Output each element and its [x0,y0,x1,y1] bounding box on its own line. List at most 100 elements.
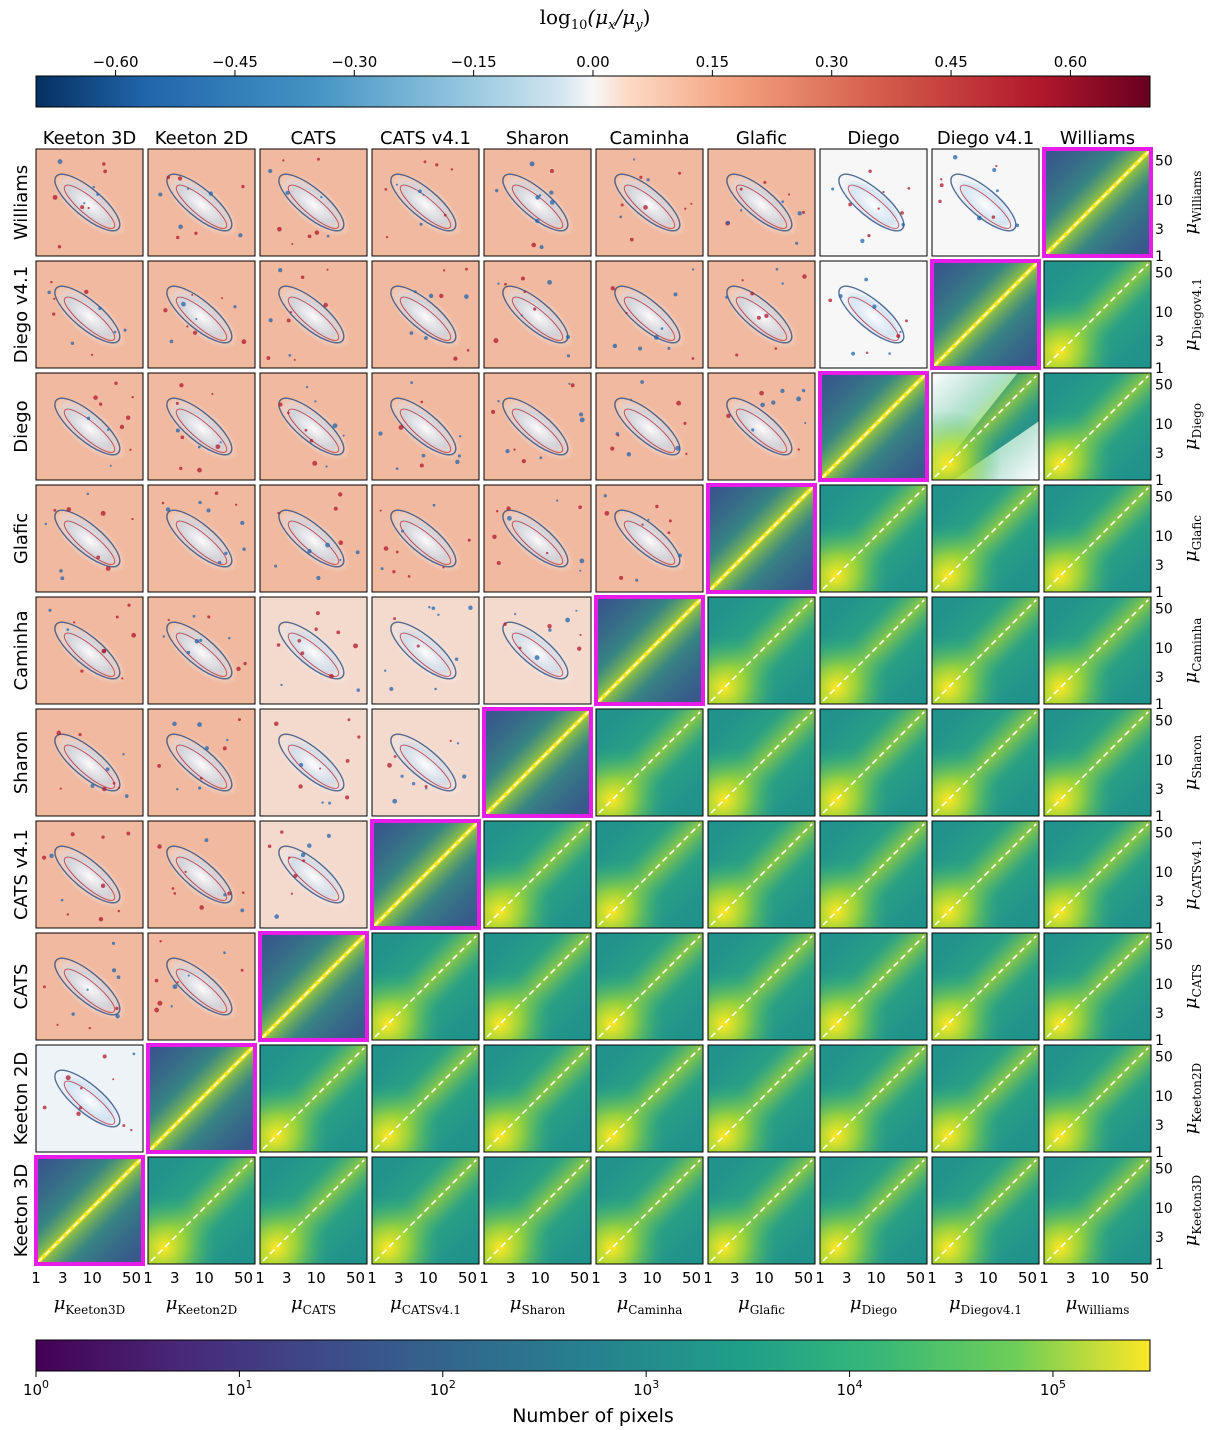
panel [595,260,704,369]
speckle [457,454,461,458]
speckle [109,464,112,467]
critical-curve [54,285,121,344]
bottom-colorbar-tick-label: 102 [430,1378,456,1399]
speckle [640,380,644,384]
panel-frame [707,708,816,817]
speckle [103,169,107,174]
speckle [907,186,911,190]
speckle [297,638,302,643]
speckle [199,638,203,642]
bottom-tick-label: 10 [1091,1269,1110,1287]
caustic-curve [287,296,340,341]
right-tick-label: 3 [1155,894,1164,910]
speckle [57,159,63,164]
speckle [491,409,496,415]
one-to-one-line [486,823,589,926]
right-axis-mu-label: μCATS [1180,964,1204,1009]
panel [819,484,928,593]
panel-frame [483,372,592,481]
speckle [119,424,125,430]
speckle [127,603,131,607]
right-tick-label: 10 [1155,529,1173,545]
speckle [901,222,905,227]
speckle [240,520,245,526]
critical-curve [614,509,681,568]
speckle [274,564,278,568]
speckle [771,400,776,405]
right-tick-label: 1 [1155,585,1164,601]
speckle [888,352,891,355]
panel [35,1044,144,1153]
speckle [518,646,522,650]
panel [147,932,256,1041]
speckle [641,523,644,526]
panel-frame [259,596,368,705]
speckle [676,400,682,406]
speckle [1015,223,1020,228]
speckle [129,448,132,451]
speckle [293,358,296,361]
speckle [198,500,202,505]
panel [819,1156,928,1265]
panel-frame [707,596,816,705]
speckle [48,608,52,612]
bottom-tick-label: 50 [906,1269,925,1287]
speckle [691,268,695,271]
speckle [579,633,582,636]
speckle [432,503,436,507]
speckle [497,399,500,403]
panel-frame [931,372,1040,481]
speckle [780,388,785,394]
panel [483,1156,592,1265]
critical-curve [502,173,569,232]
speckle [529,161,535,167]
panel-frame [259,148,368,257]
one-to-one-line [822,599,925,702]
speckle [385,236,389,239]
cluster-region [277,172,350,237]
bottom-colorbar-tick-label: 103 [633,1378,659,1399]
speckle [357,735,361,739]
critical-curve [54,509,121,568]
row-header: Sharon [11,731,32,794]
speckle [900,211,904,215]
panel-frame [819,596,928,705]
speckle [393,617,397,621]
speckle [801,388,806,393]
speckle [122,1124,126,1128]
speckle [101,835,105,839]
speckle [726,220,731,225]
cluster-region [725,284,798,349]
panel [930,259,1041,370]
speckle [131,395,134,399]
diagonal-highlight-frame [930,259,1041,370]
cluster-region [725,172,798,237]
speckle [223,893,227,897]
bottom-colorbar-tick-label: 105 [1040,1378,1066,1399]
panel-frame [483,1156,592,1265]
panel-frame [483,932,592,1041]
cluster-region [501,172,574,237]
panel-frame [595,372,704,481]
speckle [802,210,806,214]
panel-frame [595,1044,704,1153]
cluster-region [165,620,238,685]
one-to-one-line [262,1047,365,1150]
one-to-one-line [934,375,1037,478]
speckle [320,196,323,199]
speckle [419,463,424,468]
speckle [106,428,110,431]
speckle [175,401,179,405]
cluster-region [389,396,462,461]
speckle [191,293,194,296]
speckle [513,448,516,451]
speckle [504,282,507,286]
speckle [194,231,198,235]
panel [371,1044,480,1153]
speckle [323,302,328,308]
bottom-tick-label: 10 [531,1269,550,1287]
critical-curve [726,285,793,344]
cluster-region [613,508,686,573]
speckle [380,567,384,571]
bottom-tick-label: 1 [591,1269,601,1287]
